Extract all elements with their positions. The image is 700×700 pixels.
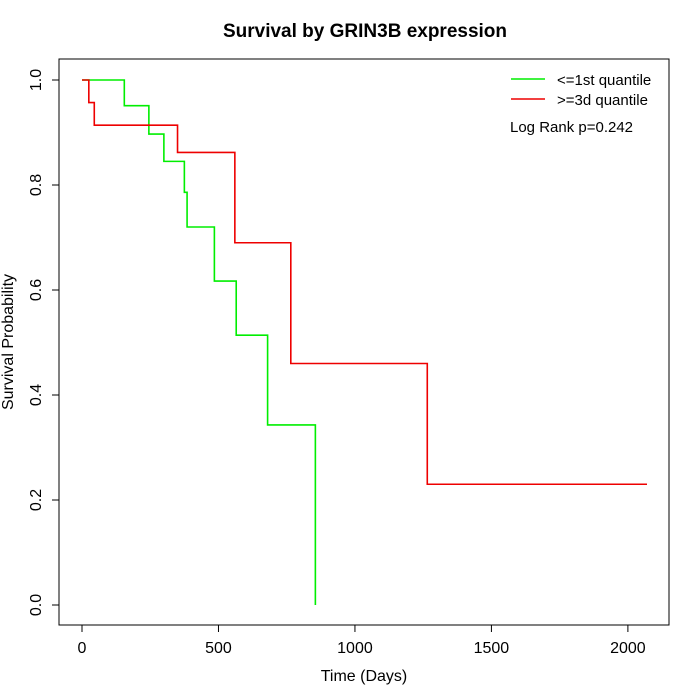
x-tick-label: 1500 xyxy=(474,640,510,657)
log-rank-annotation: Log Rank p=0.242 xyxy=(510,119,633,136)
legend: <=1st quantile >=3d quantile Log Rank p=… xyxy=(510,72,651,136)
x-tick-label: 2000 xyxy=(610,640,646,657)
legend-label-low: <=1st quantile xyxy=(557,72,651,89)
x-tick-label: 0 xyxy=(78,640,87,657)
x-axis-label: Time (Days) xyxy=(321,668,408,685)
survival-curve-high xyxy=(82,79,647,486)
survival-curve-low xyxy=(82,79,317,605)
y-tick-label: 0.4 xyxy=(28,384,45,406)
y-tick-label: 0.6 xyxy=(28,279,45,301)
y-tick-label: 1.0 xyxy=(28,69,45,91)
y-axis-label: Survival Probability xyxy=(0,274,17,410)
x-tick-label: 1000 xyxy=(337,640,373,657)
y-axis: 0.0 0.2 0.4 0.6 0.8 1.0 xyxy=(28,69,60,616)
chart-title: Survival by GRIN3B expression xyxy=(223,21,507,42)
y-tick-label: 0.8 xyxy=(28,174,45,196)
x-tick-label: 500 xyxy=(205,640,232,657)
x-axis: 0 500 1000 1500 2000 xyxy=(78,624,646,657)
plot-frame xyxy=(58,58,670,626)
legend-label-high: >=3d quantile xyxy=(557,92,648,109)
series-layer xyxy=(82,79,647,605)
y-tick-label: 0.0 xyxy=(28,594,45,616)
y-tick-label: 0.2 xyxy=(28,489,45,511)
